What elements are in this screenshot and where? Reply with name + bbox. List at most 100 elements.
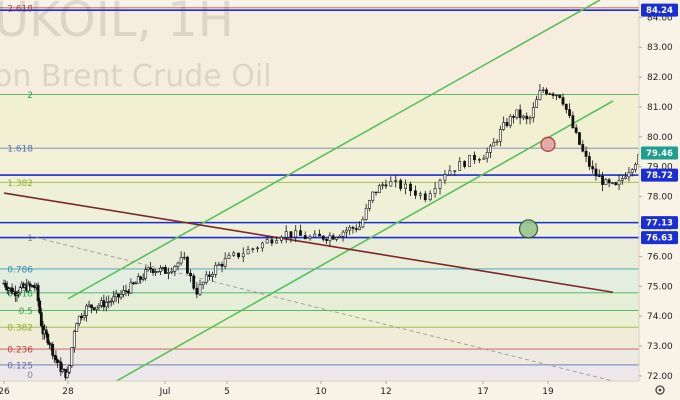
candle-body	[90, 304, 93, 308]
candle-body	[265, 239, 269, 244]
candle-body	[54, 355, 58, 361]
candle-body	[154, 271, 157, 273]
marker-circle	[540, 136, 556, 152]
fib-label: 0	[27, 371, 33, 381]
candle-body	[28, 283, 32, 287]
candle-body	[99, 300, 103, 306]
candle-body	[198, 284, 202, 295]
candle-body	[144, 269, 148, 279]
candle-body	[7, 288, 11, 291]
y-tick-label: 72.00	[647, 372, 673, 382]
candle-body	[260, 242, 264, 249]
candle-body	[122, 290, 125, 295]
x-tick-label: 26	[0, 387, 10, 397]
candle-body	[15, 293, 19, 296]
candle-body	[351, 227, 355, 229]
candle-body	[102, 300, 106, 308]
candle-body	[77, 315, 81, 324]
candle-body	[26, 283, 30, 292]
y-tick-label: 81.00	[647, 103, 673, 113]
candle-body	[85, 305, 89, 316]
candle-body	[211, 274, 214, 277]
candle-body	[377, 185, 381, 194]
candle-body	[237, 252, 240, 258]
candle-body	[571, 115, 575, 129]
y-tick-label: 75.00	[647, 282, 673, 292]
candle-body	[161, 267, 165, 269]
candle-body	[294, 230, 298, 238]
candle-body	[335, 237, 338, 240]
candle-body	[220, 263, 224, 267]
time-axis-background	[0, 381, 680, 400]
candle-body	[404, 183, 407, 189]
candle-body	[492, 142, 496, 147]
y-axis-ticks: 72.0073.0074.0075.0076.0077.0078.0079.00…	[639, 13, 673, 382]
settings-gear-icon[interactable]	[655, 385, 665, 395]
price-tags: 84.24 79.46 78.72 77.13 76.63	[641, 3, 678, 245]
fib-band	[0, 364, 639, 381]
candle-body	[364, 208, 368, 220]
y-tick-label: 76.00	[647, 252, 673, 262]
candle-body	[284, 231, 288, 238]
candle-body	[325, 239, 328, 241]
price-tag-label: 76.63	[646, 234, 673, 244]
candle-body	[75, 323, 79, 332]
candle-body	[151, 268, 155, 273]
candle-body	[104, 302, 108, 308]
candle-body	[289, 231, 293, 238]
candles	[2, 83, 654, 382]
candle-body	[538, 90, 542, 101]
candle-body	[331, 235, 335, 240]
candle-body	[195, 287, 199, 295]
price-tag-label: 77.13	[646, 219, 673, 229]
x-tick-label: 19	[542, 387, 554, 397]
trend-line	[35, 237, 614, 382]
trend-line	[3, 192, 614, 294]
candle-body	[214, 265, 218, 275]
candle-body	[275, 240, 279, 244]
candle-body	[611, 182, 614, 184]
candle-body	[381, 184, 385, 187]
candle-body	[36, 285, 40, 302]
candle-body	[361, 219, 365, 228]
candle-body	[303, 235, 307, 240]
candle-body	[48, 342, 51, 345]
price-axis	[638, 0, 680, 381]
fib-band	[0, 292, 639, 311]
candle-body	[505, 122, 509, 126]
candle-body	[65, 371, 69, 378]
candle-body	[458, 161, 462, 171]
candle-body	[18, 287, 22, 293]
candle-body	[525, 115, 529, 120]
candle-body	[581, 144, 585, 152]
candle-body	[512, 116, 515, 118]
candle-body	[617, 180, 621, 186]
candle-body	[17, 292, 21, 295]
fib-label: 0.125	[7, 361, 33, 371]
candle-body	[246, 249, 250, 255]
candle-body	[59, 361, 63, 372]
markers	[518, 136, 556, 239]
price-tag	[641, 231, 678, 245]
candle-body	[270, 239, 274, 244]
candle-body	[597, 175, 601, 178]
y-tick-label: 78.00	[647, 193, 673, 203]
candle-body	[217, 263, 221, 266]
candle-body	[584, 150, 588, 157]
candle-body	[189, 272, 192, 277]
x-tick-label: Jul	[159, 387, 171, 397]
y-tick-label: 73.00	[647, 342, 673, 352]
candle-body	[241, 253, 245, 258]
candle-body	[545, 89, 548, 95]
fib-band	[0, 349, 639, 365]
candle-body	[109, 300, 113, 303]
candle-body	[531, 107, 535, 118]
candle-body	[558, 94, 562, 98]
candle-body	[463, 161, 467, 167]
candle-body	[232, 252, 236, 256]
candle-body	[587, 156, 591, 167]
candle-body	[4, 283, 8, 288]
candle-body	[72, 331, 76, 348]
candle-body	[591, 166, 595, 170]
